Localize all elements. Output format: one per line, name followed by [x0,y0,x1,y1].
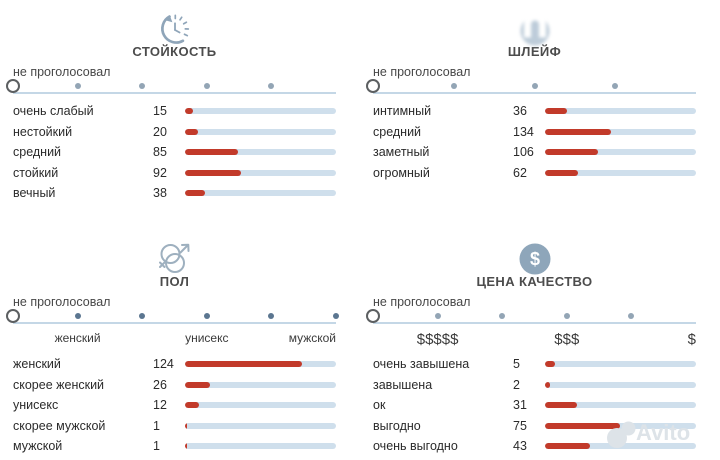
svg-text:$: $ [529,249,539,269]
svg-text:Avito: Avito [636,420,690,445]
